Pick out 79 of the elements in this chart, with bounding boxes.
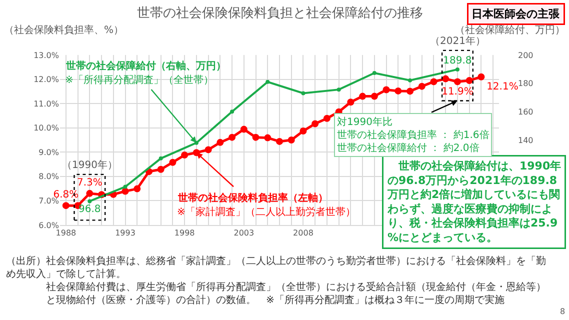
text: 8 [560,307,566,316]
annotation: ※「所得再分配調査」（全世帯） [65,74,214,86]
point [134,185,141,192]
annotation: （1990年） [62,159,118,171]
point [301,91,306,96]
y-axis-title: （社会保険料負担率、%） [4,24,124,36]
point [62,202,70,210]
point [430,78,438,86]
point [230,110,234,114]
y-tick-label: 9.0% [38,148,60,157]
point [216,138,224,146]
x-tick-label: 1998 [174,228,195,238]
y2-tick-label: 160 [518,107,534,116]
point [266,80,270,84]
point [323,114,330,122]
x-tick-label: 2003 [234,228,254,238]
point [372,70,376,75]
data-label: 96.8 [78,204,101,216]
y2-tick-label: 180 [518,79,534,88]
annotation: 世帯の社会保障給付は、1990年の96.8万円から2021年の189.8万円と約2倍に増加しているにも関わらず、過度な医療費の抑制により、税・社会保険料負担率は25.9%にとどまっている。 [386,160,562,244]
y2-axis-title: （社会保障給付、万円） [455,24,565,36]
point [336,88,341,92]
point [347,98,354,106]
point [394,87,402,94]
point [204,146,212,154]
text: 世帯の社会保険料負担率（左軸） [177,192,328,204]
point [86,190,94,197]
y-tick-label: 6.0% [38,220,60,230]
point [169,158,176,166]
data-label: 12.1% [486,82,518,93]
point [442,75,450,82]
text: 社会保障給付費は、厚生労働省「所得再分配調査」（全世帯）における受給合計額（現金給付（年金・恩給等）と現物給付（医療・介護等）の合計）の数値。 ※「所得再分配調査」は概ね３年に一度の周期で実施 [46,281,546,306]
text: （2021年） [430,35,486,47]
text: 日本医師会の主張 [472,8,560,20]
point [408,78,412,82]
text: （出所）社会保険料負担率は、総務省「家計調査」（二人以上の世帯のうち勤労者世帯）における「社会保険料」を「勤め先収入」で除して計算。 [6,255,546,280]
point [88,199,92,204]
data-label: 11.9% [442,86,474,98]
y-tick-label: 12.0% [34,75,60,84]
point [382,86,390,94]
point [122,188,129,195]
point [240,126,248,133]
y2-tick-label: 200 [518,50,534,60]
point [370,92,378,100]
point [455,67,460,72]
x-tick-label: 1993 [115,228,136,238]
point [406,88,414,95]
point [276,138,283,145]
annotation: 世帯の社会保障給付 ： 約2.0倍 [337,142,480,154]
point [181,152,188,159]
point [300,128,307,135]
point [158,156,163,160]
point [466,77,473,84]
y2-tick-label: 140 [518,136,534,145]
text: 世帯の社会保障給付（右軸、万円） [65,60,226,72]
annotation: ※「家計調査」（二人以上勤労者世帯） [177,206,356,218]
y-tick-label: 13.0% [34,50,60,60]
point [312,120,319,128]
y-tick-label: 10.0% [34,124,60,133]
point [454,78,461,86]
point [157,166,164,173]
data-label: 189.8 [443,55,472,66]
y-tick-label: 11.0% [34,99,60,108]
annotation: 世帯の社会保障負担率 ： 約1.6倍 [337,129,490,141]
point [418,82,426,90]
point [264,134,272,142]
annotation: 対1990年比 [337,116,392,128]
point [359,92,366,100]
chart-title: 世帯の社会保険保険料負担と社会保障給付の推移 [137,6,423,21]
data-label: 7.3% [76,178,102,189]
point [252,134,260,141]
y-tick-label: 8.0% [38,172,60,182]
point [478,73,485,80]
point [288,136,295,144]
point [228,134,236,141]
x-tick-label: 2008 [293,228,314,238]
y-tick-label: 7.0% [38,196,60,206]
point [123,184,128,189]
x-tick-label: 1988 [56,228,76,238]
